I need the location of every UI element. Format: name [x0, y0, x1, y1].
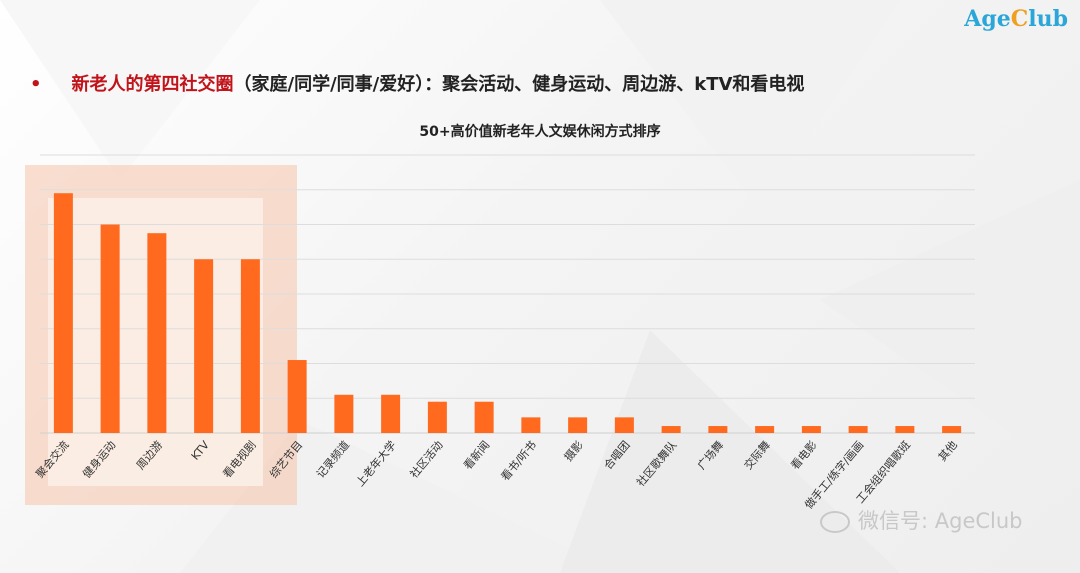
x-tick-label-13: 社区歌舞队	[633, 438, 679, 489]
bar-6	[334, 394, 354, 433]
x-tick-label-19: 其他	[936, 439, 960, 464]
wechat-watermark: 微信号: AgeClub	[820, 505, 1023, 535]
bar-9	[474, 401, 494, 433]
bar-2	[147, 233, 167, 433]
bar-12	[614, 417, 634, 433]
x-tick-label-12: 合唱团	[601, 438, 633, 472]
bar-10	[521, 417, 541, 433]
bar-17	[848, 426, 868, 433]
bar-4	[240, 259, 260, 433]
x-tick-label-8: 社区活动	[407, 438, 446, 481]
bar-0	[53, 193, 73, 433]
bar-14	[708, 426, 728, 433]
x-tick-label-15: 交际舞	[741, 438, 773, 472]
bar-7	[381, 394, 401, 433]
bar-15	[755, 426, 775, 433]
bar-19	[942, 426, 962, 433]
x-tick-label-7: 上老年大学	[353, 438, 399, 489]
bullet-dot: •	[30, 74, 42, 95]
x-tick-label-16: 看电影	[788, 438, 820, 472]
x-tick-label-10: 看书/听书	[498, 438, 539, 484]
bar-1	[100, 224, 120, 433]
bar-13	[661, 426, 681, 433]
x-tick-label-9: 看新闻	[460, 438, 492, 472]
headline-rest: （家庭/同学/同事/爱好）：聚会活动、健身运动、周边游、kTV和看电视	[233, 74, 805, 95]
bar-18	[895, 426, 915, 433]
bar-5	[287, 360, 307, 433]
ageclub-logo: AgeClub	[964, 6, 1068, 32]
bar-16	[801, 426, 821, 433]
wechat-icon	[820, 511, 850, 533]
x-tick-label-11: 摄影	[561, 438, 586, 464]
bar-11	[568, 417, 588, 433]
bar-3	[194, 259, 214, 433]
x-tick-label-6: 记录频道	[313, 438, 352, 481]
headline: • 新老人的第四社交圈（家庭/同学/同事/爱好）：聚会活动、健身运动、周边游、kT…	[30, 70, 804, 96]
headline-highlight: 新老人的第四社交圈	[71, 74, 234, 95]
x-tick-label-14: 广场舞	[694, 438, 726, 472]
bar-8	[427, 401, 447, 433]
chart-title: 50+高价值新老年人文娱休闲方式排序	[419, 124, 661, 140]
